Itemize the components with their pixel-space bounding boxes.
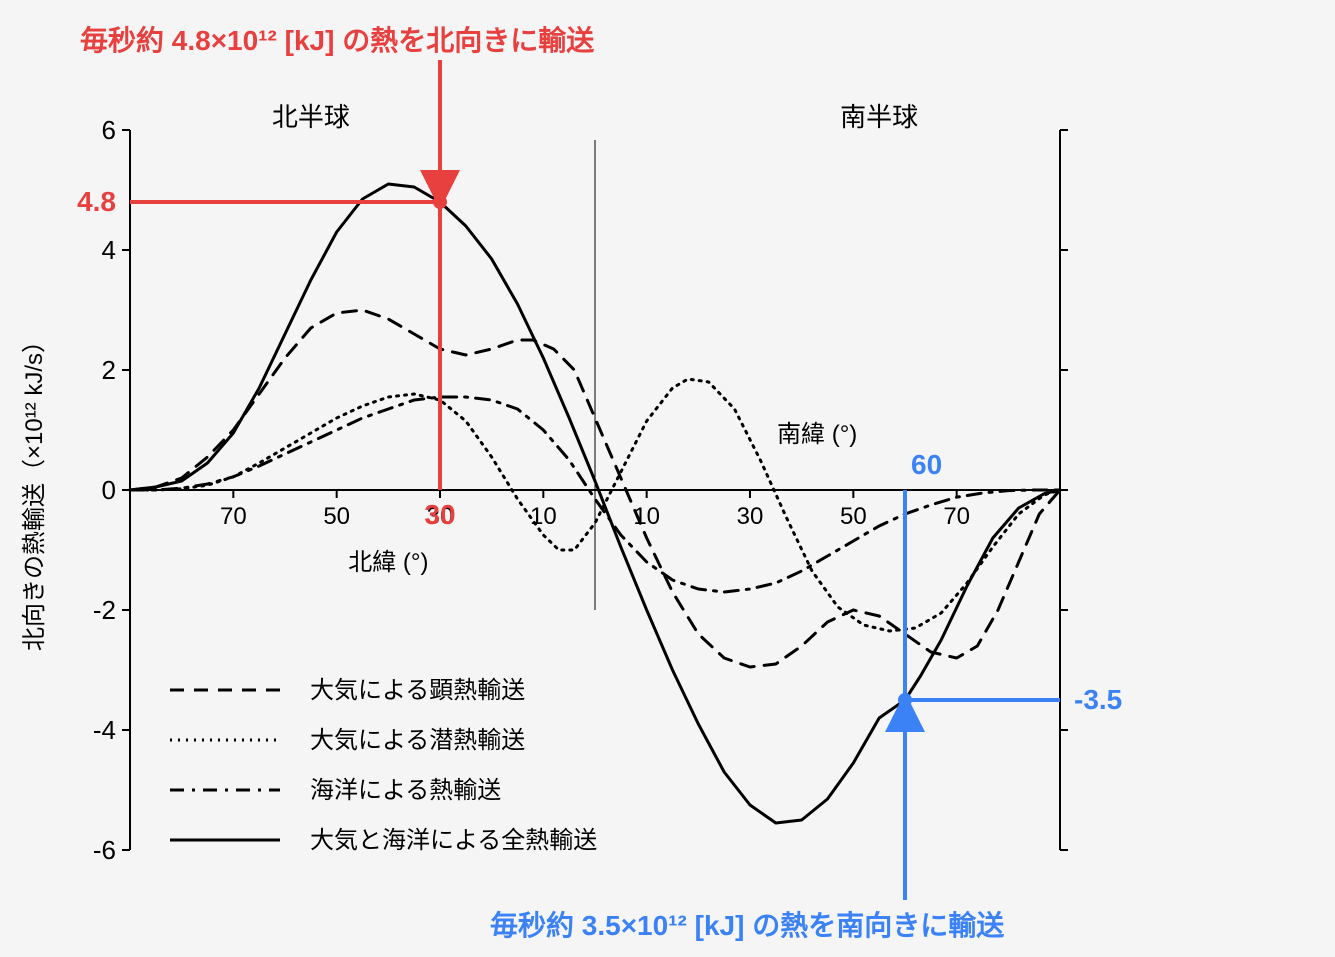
south-hemisphere-label: 南半球 bbox=[840, 102, 918, 132]
y-tick-label: -2 bbox=[93, 595, 116, 625]
y-tick-label: 2 bbox=[102, 355, 116, 385]
callout-blue-xlabel: 60 bbox=[911, 449, 942, 480]
legend-label-latent: 大気による潜熱輸送 bbox=[310, 727, 525, 754]
callout-red-point bbox=[433, 195, 447, 209]
y-tick-label: -4 bbox=[93, 715, 116, 745]
y-tick-label: 0 bbox=[102, 475, 116, 505]
x-tick-north: 10 bbox=[530, 503, 557, 530]
x-tick-south: 50 bbox=[840, 503, 867, 530]
legend-label-sensible: 大気による顕熱輸送 bbox=[310, 677, 525, 704]
y-axis-label: 北向きの熱輸送（×10¹² kJ/s） bbox=[21, 329, 48, 651]
x-tick-north: 70 bbox=[220, 503, 247, 530]
callout-blue-value: -3.5 bbox=[1074, 684, 1122, 715]
x-tick-south: 70 bbox=[943, 503, 970, 530]
callout-blue-point bbox=[898, 693, 912, 707]
x-tick-north: 50 bbox=[323, 503, 350, 530]
y-tick-label: -6 bbox=[93, 835, 116, 865]
legend-label-ocean: 海洋による熱輸送 bbox=[310, 777, 501, 804]
north-hemisphere-label: 北半球 bbox=[272, 102, 350, 132]
y-tick-label: 6 bbox=[102, 115, 116, 145]
callout-red-title: 毎秒約 4.8×10¹² [kJ] の熱を北向きに輸送 bbox=[80, 24, 594, 56]
y-tick-label: 4 bbox=[102, 235, 116, 265]
chart-canvas: -6-4-202467050301010305070北半球南半球北緯 (°)南緯… bbox=[0, 0, 1335, 957]
x-tick-south: 30 bbox=[737, 503, 764, 530]
legend-label-total: 大気と海洋による全熱輸送 bbox=[310, 827, 597, 854]
callout-red-xlabel: 30 bbox=[424, 499, 455, 530]
south-lat-axis-label: 南緯 (°) bbox=[777, 421, 857, 448]
callout-red-value: 4.8 bbox=[77, 186, 116, 217]
callout-blue-title: 毎秒約 3.5×10¹² [kJ] の熱を南向きに輸送 bbox=[490, 909, 1004, 941]
north-lat-axis-label: 北緯 (°) bbox=[348, 549, 428, 576]
